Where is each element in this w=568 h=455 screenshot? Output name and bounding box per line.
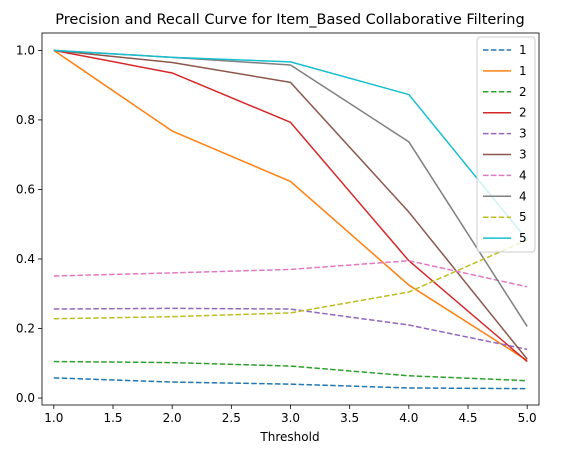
legend-label: 2	[519, 106, 527, 120]
x-tick-label: 3.5	[340, 411, 359, 425]
series-line-4	[53, 49, 528, 363]
legend-label: 4	[519, 168, 527, 182]
series-line-8	[53, 49, 528, 327]
x-axis: 1.0 1.5 2.0 2.5 3.0 3.5 4.0 4.5 5.0	[44, 405, 537, 425]
legend-label: 3	[519, 127, 527, 141]
y-tick-label: 0.4	[16, 252, 35, 266]
x-tick-label: 2.0	[163, 411, 182, 425]
series-line-6	[53, 49, 528, 360]
legend-label: 1	[519, 64, 527, 78]
series-line-1	[53, 377, 528, 390]
series-line-9	[53, 239, 528, 320]
x-tick-label: 5.0	[518, 411, 537, 425]
x-axis-label: Threshold	[259, 430, 319, 444]
series-line-3	[53, 360, 528, 382]
plot-frame	[41, 32, 540, 406]
legend-box	[476, 36, 536, 253]
chart-title: Precision and Recall Curve for Item_Base…	[55, 12, 524, 28]
x-tick-label: 3.0	[281, 411, 300, 425]
series-line-2	[53, 49, 528, 362]
legend-label: 3	[519, 148, 527, 162]
y-tick-label: 0.0	[16, 391, 35, 405]
series-layer	[53, 49, 528, 390]
series-line-10	[53, 49, 528, 241]
y-tick-label: 0.8	[16, 113, 35, 127]
y-tick-label: 0.6	[16, 182, 35, 196]
legend-label: 1	[519, 43, 527, 57]
x-tick-label: 1.0	[44, 411, 63, 425]
x-tick-label: 2.5	[222, 411, 241, 425]
legend-label: 5	[519, 210, 527, 224]
x-tick-label: 1.5	[103, 411, 122, 425]
x-tick-label: 4.0	[399, 411, 418, 425]
series-line-7	[53, 259, 528, 288]
y-axis: 0.0 0.2 0.4 0.6 0.8 1.0	[16, 43, 42, 405]
y-tick-label: 1.0	[16, 43, 35, 57]
legend-label: 4	[519, 189, 527, 203]
legend-label: 2	[519, 85, 527, 99]
series-line-5	[53, 307, 528, 351]
legend: 1 1 2 2 3 3 4 4 5 5	[476, 36, 536, 253]
legend-label: 5	[519, 231, 527, 245]
x-tick-label: 4.5	[458, 411, 477, 425]
y-tick-label: 0.2	[16, 322, 35, 336]
